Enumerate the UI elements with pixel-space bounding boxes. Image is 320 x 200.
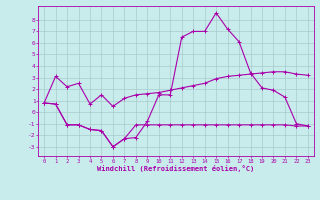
X-axis label: Windchill (Refroidissement éolien,°C): Windchill (Refroidissement éolien,°C) [97, 165, 255, 172]
